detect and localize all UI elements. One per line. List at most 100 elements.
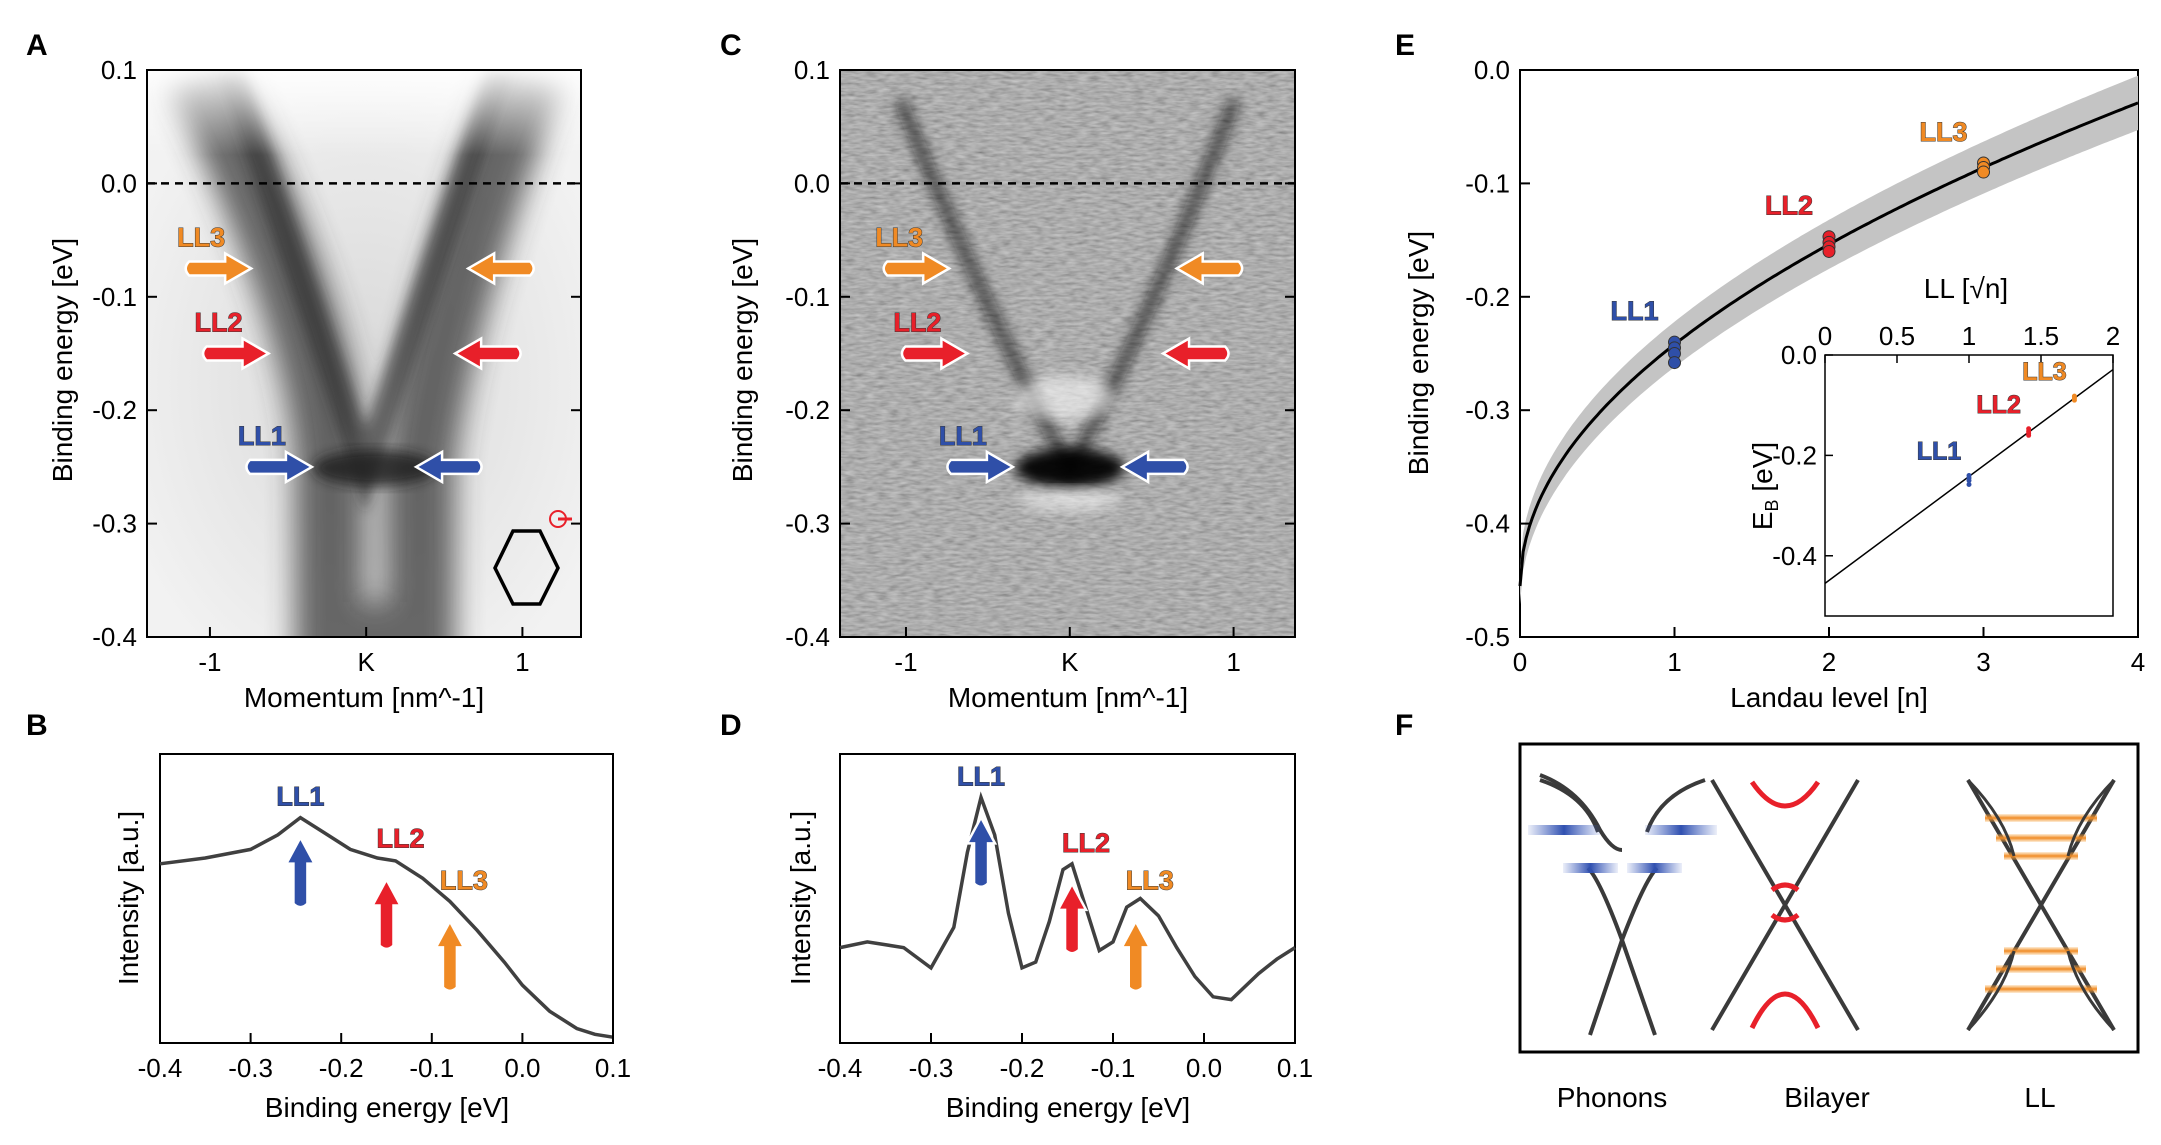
- panel-label-f: F: [1395, 709, 1413, 742]
- edc-line-b: [159, 815, 614, 1039]
- y-tick-label: -0.1: [1465, 168, 1510, 198]
- x-tick-label: -0.3: [909, 1053, 954, 1083]
- arrow-right-ll3: [1174, 251, 1244, 286]
- panel-d-edc: -0.4 -0.3 -0.2 -0.1 0.0 0.1 Intensity [a.u.] …: [785, 753, 1313, 1123]
- y-label-a: Binding energy [eV]: [47, 238, 78, 482]
- plot-frame-a: [146, 69, 582, 638]
- inset-x-tick-label: 1: [1962, 321, 1976, 351]
- y-tick-label: 0.1: [101, 55, 137, 85]
- x-tick-label: -0.1: [1091, 1053, 1136, 1083]
- panel-label-b: B: [26, 709, 48, 742]
- panel-label-a: A: [26, 29, 48, 62]
- x-label-e: Landau level [n]: [1730, 682, 1928, 713]
- x-tick-label: K: [357, 647, 375, 677]
- brillouin-zone-hexagon: [493, 510, 572, 606]
- arrow-left-ll3: [882, 251, 952, 286]
- arrow-right-ll1: [413, 449, 483, 485]
- y-tick-label: -0.3: [785, 509, 830, 539]
- y-tick-label: -0.5: [1465, 622, 1510, 652]
- label-ll3: LL3: [177, 222, 225, 252]
- panel-c-curvature-map: 0.1 0.0 -0.1 -0.2 -0.3 -0.4 -1 K 1 Binding ener…: [727, 55, 1296, 713]
- x-tick-label: 0.0: [1186, 1053, 1222, 1083]
- inset-y-tick-label: 0.0: [1781, 340, 1817, 370]
- panel-e-ll-fit: 0 1 2 3 4 0.0 -0.1 -0.2 -0.3 -0.4 -0.5 Binding ene…: [1403, 55, 2145, 713]
- schematic-frame: [1518, 742, 2140, 1054]
- y-tick-label: -0.2: [1465, 282, 1510, 312]
- ll-arrows-c: LL3 LL2 LL1: [875, 222, 1244, 485]
- inset-x-tick-label: 0.5: [1879, 321, 1915, 351]
- x-tick-label: -1: [198, 647, 221, 677]
- inset-label-ll3: LL3: [2022, 358, 2066, 386]
- x-tick-label: 1: [1667, 647, 1681, 677]
- ll-points-e: LL1 LL2 LL3: [1610, 116, 1990, 370]
- phonons-schematic: [1528, 773, 1717, 1036]
- x-tick-label: -0.2: [319, 1053, 364, 1083]
- panel-f-schematics: Phonons Bilayer LL: [1518, 742, 2140, 1113]
- x-axis-d: -0.4 -0.3 -0.2 -0.1 0.0 0.1: [818, 1033, 1313, 1083]
- x-tick-label: 3: [1976, 647, 1990, 677]
- arrow-right-ll3: [465, 251, 535, 286]
- bright-feature: [1015, 376, 1115, 420]
- label-ll3: LL3: [1126, 865, 1174, 895]
- inset-point-ll1: [1966, 481, 1972, 487]
- y-tick-label: -0.4: [1465, 509, 1510, 539]
- data-point-ll3: [1977, 165, 1990, 179]
- x-tick-label: 0: [1513, 647, 1527, 677]
- inset-y-label: EB [eV]: [1747, 442, 1782, 530]
- phonon-kink-upper-left: [1528, 825, 1600, 835]
- y-tick-label: -0.4: [785, 622, 830, 652]
- arrow-up-ll2: [1055, 881, 1089, 955]
- ll-schematic: [1966, 778, 2116, 1032]
- caption-ll: LL: [2024, 1082, 2055, 1113]
- arrow-up-ll3: [433, 918, 467, 993]
- x-tick-label: 1: [515, 647, 529, 677]
- x-axis-c: -1 K 1: [894, 627, 1241, 677]
- x-tick-label: 0.0: [504, 1053, 540, 1083]
- arrow-left-ll2: [201, 336, 272, 371]
- inset-label-ll2: LL2: [1976, 391, 2020, 419]
- plot-frame-c: [839, 69, 1296, 638]
- landau-levels: [1985, 814, 2097, 993]
- label-ll2: LL2: [195, 308, 243, 338]
- y-axis-c: 0.1 0.0 -0.1 -0.2 -0.3 -0.4: [785, 55, 1295, 652]
- phonon-kink-lower-left: [1563, 863, 1618, 873]
- label-ll3: LL3: [875, 222, 923, 252]
- ll-arrows-b: LL1 LL2 LL3: [276, 781, 488, 993]
- panel-label-e: E: [1395, 29, 1415, 62]
- arrow-up-ll1: [284, 834, 317, 909]
- arrow-right-ll2: [1160, 336, 1230, 371]
- label-ll2: LL2: [893, 308, 941, 338]
- inset-y-tick-label: -0.4: [1772, 541, 1817, 571]
- ll-arrows-d: LL1 LL2 LL3: [957, 761, 1174, 993]
- x-tick-label: -0.2: [1000, 1053, 1045, 1083]
- panel-label-c: C: [720, 29, 742, 62]
- x-tick-label: -1: [894, 647, 917, 677]
- x-tick-label: 0.1: [595, 1053, 631, 1083]
- arrow-left-ll1: [245, 449, 315, 485]
- x-label-a: Momentum [nm^-1]: [244, 682, 484, 713]
- arrow-up-ll3: [1119, 918, 1152, 993]
- label-ll1: LL1: [276, 782, 324, 812]
- caption-bilayer: Bilayer: [1784, 1082, 1870, 1113]
- phonon-kink-upper-right: [1645, 825, 1717, 835]
- x-tick-label: K: [1061, 647, 1079, 677]
- bright-feature-lower: [1020, 488, 1120, 512]
- label-ll2: LL2: [376, 823, 424, 853]
- inset-label-ll1: LL1: [1917, 437, 1962, 465]
- inset-x-tick-label: 0: [1818, 321, 1832, 351]
- plot-frame-b: [159, 753, 614, 1044]
- plot-frame-d: [839, 753, 1296, 1044]
- label-ll1: LL1: [939, 421, 987, 451]
- x-tick-label: -0.4: [138, 1053, 183, 1083]
- y-label-d: Intensity [a.u.]: [785, 811, 816, 985]
- label-ll1: LL1: [957, 761, 1005, 791]
- arrow-left-ll2: [900, 336, 970, 371]
- x-tick-label: 2: [1822, 647, 1836, 677]
- caption-phonons: Phonons: [1557, 1082, 1668, 1113]
- arrow-left-ll1: [946, 449, 1016, 485]
- inset-x-tick-label: 2: [2106, 321, 2120, 351]
- inset-point-ll1: [1966, 477, 1972, 483]
- inset-point-ll2: [2026, 432, 2032, 438]
- inset-axes: 0 0.5 1 1.5 2 0.0 -0.2 -0.4: [1772, 321, 2120, 571]
